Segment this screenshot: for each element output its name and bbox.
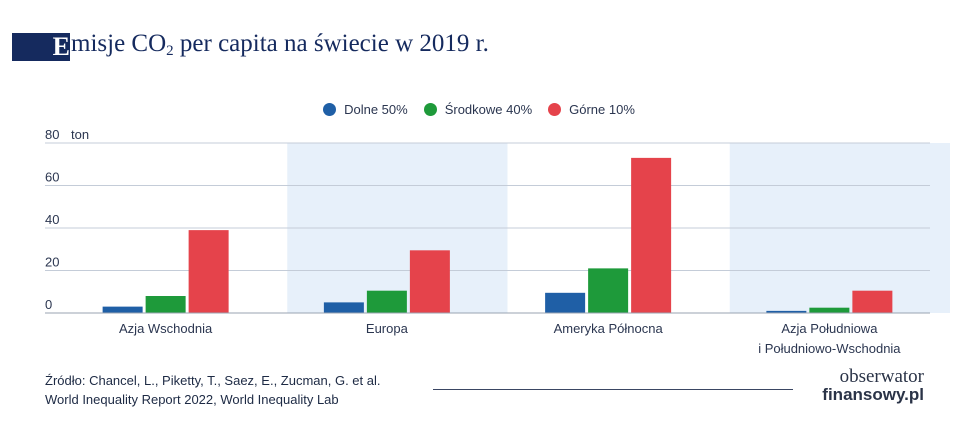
bar	[852, 290, 893, 313]
x-tick-label: Ameryka Północna	[554, 321, 664, 336]
source-line-1: Źródło: Chancel, L., Piketty, T., Saez, …	[45, 373, 381, 388]
y-tick-label: 20	[45, 255, 59, 270]
x-tick-label: Azja Wschodnia	[119, 321, 213, 336]
bar	[588, 268, 629, 313]
logo-text-bottom: finansowy.pl	[822, 385, 924, 404]
legend-swatch	[423, 103, 437, 116]
x-tick-label: Europa	[366, 321, 409, 336]
x-tick-label: i Południowo-Wschodnia	[758, 341, 901, 356]
chart-title: E misje CO2 per capita na świecie w 2019…	[12, 30, 489, 61]
bar	[366, 290, 407, 313]
legend-item: Dolne 50%	[323, 102, 408, 117]
title-initial: E	[52, 32, 70, 61]
y-tick-label: 0	[45, 297, 52, 312]
bar	[766, 310, 807, 313]
legend-swatch	[323, 103, 337, 116]
legend-item: Górne 10%	[548, 102, 635, 117]
title-part-2: per capita na świecie w 2019 r.	[173, 29, 489, 57]
y-unit-label: ton	[71, 127, 89, 142]
legend-swatch	[548, 103, 562, 116]
bar	[409, 250, 450, 313]
bar	[145, 296, 186, 313]
x-tick-label: Azja Południowa	[781, 321, 878, 336]
title-accent-block: E	[12, 32, 70, 61]
y-tick-label: 60	[45, 170, 59, 185]
y-tick-label: 80	[45, 127, 59, 142]
legend-label: Górne 10%	[569, 102, 635, 117]
bar	[809, 307, 850, 313]
bar	[102, 306, 143, 313]
bar	[188, 230, 229, 313]
title-text: misje CO2 per capita na świecie w 2019 r…	[71, 29, 489, 66]
bar	[545, 292, 586, 313]
chart-legend: Dolne 50% Środkowe 40% Górne 10%	[0, 102, 958, 117]
title-subscript: 2	[166, 42, 174, 59]
y-tick-label: 40	[45, 212, 59, 227]
publisher-logo: obserwator finansowy.pl	[822, 366, 924, 404]
title-part-1: misje CO	[71, 29, 167, 57]
legend-label: Dolne 50%	[344, 102, 408, 117]
bar	[631, 157, 672, 313]
logo-text-top: obserwator	[839, 366, 924, 387]
legend-item: Środkowe 40%	[423, 102, 533, 117]
footer-divider	[433, 389, 793, 390]
legend-label: Środkowe 40%	[444, 102, 533, 117]
source-note: Źródło: Chancel, L., Piketty, T., Saez, …	[45, 371, 381, 409]
bar	[323, 302, 364, 313]
source-line-2: World Inequality Report 2022, World Ineq…	[45, 392, 339, 407]
